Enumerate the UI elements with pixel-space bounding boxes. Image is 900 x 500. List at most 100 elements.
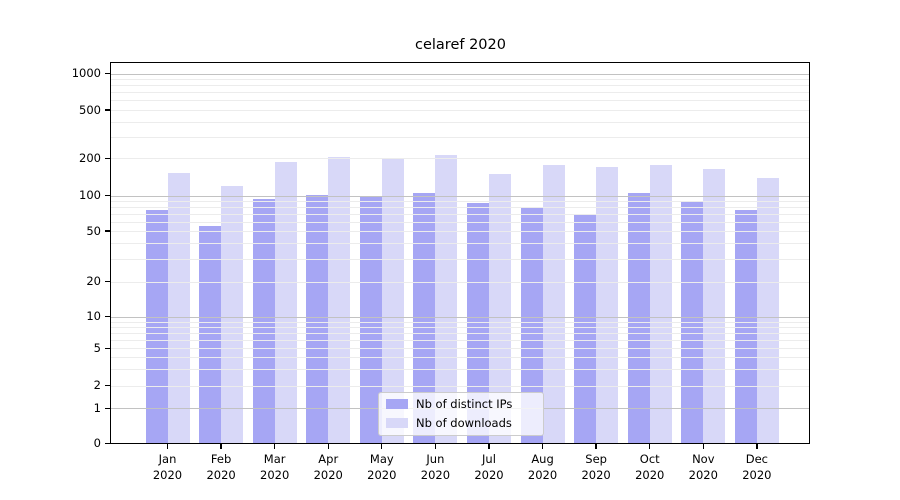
x-tick-label: Mar 2020 bbox=[260, 452, 290, 482]
y-tick-mark bbox=[105, 230, 111, 232]
bar bbox=[199, 226, 222, 444]
bar bbox=[413, 193, 436, 444]
bar bbox=[466, 203, 489, 444]
bar bbox=[221, 186, 244, 444]
gridline bbox=[111, 85, 810, 87]
x-tick-mark bbox=[702, 443, 704, 449]
gridline bbox=[111, 385, 810, 387]
x-tick-label: Dec 2020 bbox=[742, 452, 772, 482]
bar bbox=[328, 157, 351, 444]
bar bbox=[381, 159, 404, 444]
y-tick-mark bbox=[105, 347, 111, 349]
legend-label: Nb of downloads bbox=[416, 416, 512, 430]
y-tick-label: 1 bbox=[93, 400, 101, 415]
gridline bbox=[111, 326, 810, 328]
x-tick-mark bbox=[434, 443, 437, 449]
bar bbox=[703, 169, 726, 444]
gridline bbox=[111, 121, 810, 123]
x-tick-label: Aug 2020 bbox=[527, 452, 558, 482]
bar bbox=[756, 177, 779, 444]
bar bbox=[542, 164, 565, 444]
x-tick-mark bbox=[756, 443, 758, 449]
bar bbox=[359, 195, 382, 444]
x-tick-mark bbox=[166, 443, 169, 449]
legend-row: Nb of downloads bbox=[386, 415, 543, 431]
y-tick-label: 0 bbox=[93, 436, 101, 450]
x-tick-mark bbox=[327, 443, 329, 449]
gridline bbox=[111, 195, 810, 197]
chart-title: celaref 2020 bbox=[415, 37, 506, 53]
x-tick-mark bbox=[595, 443, 597, 449]
y-tick-label: 10 bbox=[86, 309, 101, 324]
gridline bbox=[111, 100, 810, 102]
bar bbox=[734, 209, 757, 444]
x-tick-mark bbox=[649, 443, 651, 449]
gridline bbox=[111, 213, 810, 215]
x-tick-mark bbox=[220, 443, 222, 449]
y-tick-label: 200 bbox=[79, 150, 101, 165]
gridline bbox=[111, 92, 810, 94]
x-tick-mark bbox=[274, 443, 276, 449]
gridline bbox=[111, 281, 810, 283]
gridline bbox=[111, 369, 810, 371]
gridline bbox=[111, 316, 810, 318]
bar bbox=[681, 201, 704, 444]
y-tick-label: 100 bbox=[79, 188, 101, 203]
gridline bbox=[111, 201, 810, 203]
gridline bbox=[111, 321, 810, 323]
y-tick-label: 2 bbox=[93, 378, 101, 393]
bar bbox=[488, 173, 511, 444]
y-tick-label: 1000 bbox=[71, 66, 101, 81]
x-tick-label: Oct 2020 bbox=[635, 452, 665, 482]
y-tick-mark bbox=[105, 157, 111, 159]
x-tick-label: Apr 2020 bbox=[313, 452, 343, 482]
y-tick-mark bbox=[105, 109, 111, 111]
bar bbox=[435, 154, 458, 444]
gridline bbox=[111, 357, 810, 359]
legend-row: Nb of distinct IPs bbox=[386, 396, 543, 412]
bar bbox=[306, 194, 329, 444]
y-tick-label: 50 bbox=[86, 223, 101, 238]
legend-label: Nb of distinct IPs bbox=[416, 397, 513, 411]
gridline bbox=[111, 243, 810, 245]
x-tick-label: May 2020 bbox=[367, 452, 397, 482]
y-tick-mark bbox=[105, 281, 111, 283]
y-tick-mark bbox=[105, 385, 111, 387]
y-tick-mark bbox=[105, 73, 111, 75]
bar bbox=[596, 167, 619, 444]
gridline bbox=[111, 207, 810, 209]
gridline bbox=[111, 348, 810, 350]
gridline bbox=[111, 136, 810, 138]
bar bbox=[649, 164, 672, 444]
gridline bbox=[111, 259, 810, 261]
legend-swatch bbox=[386, 398, 408, 410]
bar bbox=[520, 207, 543, 444]
y-tick-label: 500 bbox=[79, 102, 101, 117]
gridline bbox=[111, 332, 810, 334]
x-tick-label: Feb 2020 bbox=[206, 452, 236, 482]
plot-area bbox=[111, 62, 810, 444]
y-tick-mark bbox=[105, 316, 111, 318]
x-tick-label: Jul 2020 bbox=[474, 452, 504, 482]
x-tick-mark bbox=[488, 443, 490, 449]
x-tick-label: Jan 2020 bbox=[152, 452, 183, 482]
gridline bbox=[111, 221, 810, 223]
gridline bbox=[111, 79, 810, 81]
x-tick-label: Sep 2020 bbox=[581, 452, 611, 482]
legend-swatch bbox=[386, 417, 408, 429]
gridline bbox=[111, 339, 810, 341]
y-tick-label: 5 bbox=[93, 340, 101, 355]
x-tick-mark bbox=[381, 443, 383, 449]
gridline bbox=[111, 231, 810, 232]
gridline bbox=[111, 110, 810, 111]
x-tick-label: Jun 2020 bbox=[420, 452, 451, 482]
y-tick-mark bbox=[105, 195, 111, 197]
x-tick-label: Nov 2020 bbox=[688, 452, 718, 482]
legend: Nb of distinct IPs Nb of downloads bbox=[378, 391, 544, 436]
y-tick-label: 20 bbox=[86, 274, 101, 289]
bar bbox=[274, 161, 297, 444]
bar bbox=[627, 193, 650, 444]
y-tick-mark bbox=[105, 442, 111, 445]
gridline bbox=[111, 73, 810, 75]
